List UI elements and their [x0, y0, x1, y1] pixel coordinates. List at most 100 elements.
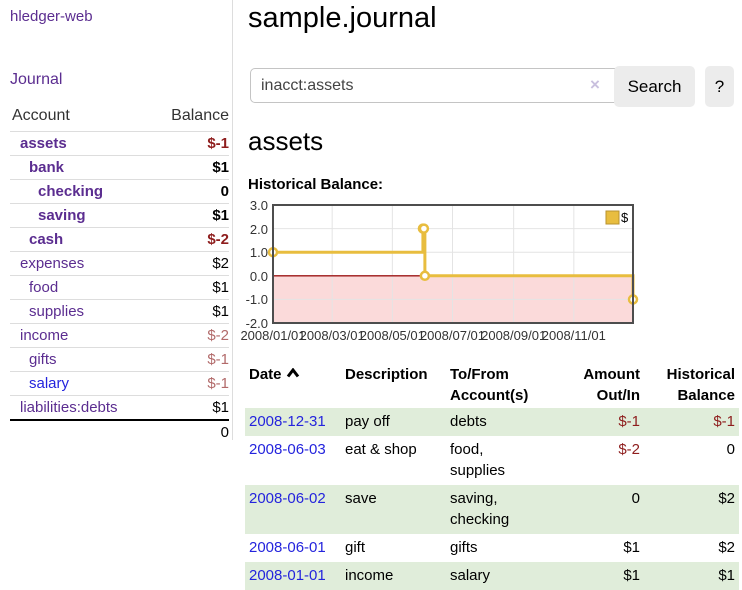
transaction-amount: $-1 [618, 413, 640, 430]
account-balance: $1 [212, 207, 229, 224]
accounts-total-value: 0 [220, 424, 229, 441]
account-link[interactable]: income [20, 327, 69, 344]
account-balance: $-1 [207, 351, 229, 368]
account-row: supplies $1 [10, 299, 229, 324]
register-header-cell: Historical Balance [666, 366, 735, 404]
transaction-accounts: food, supplies [450, 441, 506, 479]
transaction-date-link[interactable]: 2008-12-31 [249, 413, 326, 430]
account-link[interactable]: salary [29, 375, 70, 392]
account-row: saving $1 [10, 203, 229, 228]
account-row: liabilities:debts $1 [10, 395, 229, 421]
transaction-description: save [345, 490, 377, 507]
transaction-date-link[interactable]: 2008-06-02 [249, 490, 326, 507]
account-balance: $1 [212, 303, 229, 320]
account-heading: assets [248, 126, 324, 156]
accounts-total-row: 0 [10, 420, 229, 444]
account-link[interactable]: liabilities:debts [20, 399, 118, 416]
x-axis-label: 2008/07/01 [419, 328, 486, 343]
sidebar-nav: Journal [10, 71, 62, 89]
account-link[interactable]: saving [38, 207, 86, 224]
register-table: Date Description To/From Account(s) Amount Ou… [245, 362, 739, 590]
account-link[interactable]: supplies [29, 303, 85, 320]
sort-asc-icon [286, 368, 299, 378]
transaction-accounts: saving, checking [450, 490, 510, 528]
transaction-accounts: debts [450, 413, 487, 430]
y-axis-label: -1.0 [245, 292, 268, 308]
transaction-accounts: salary [450, 567, 491, 584]
account-link[interactable]: assets [20, 135, 67, 152]
y-axis-label: 0.0 [249, 268, 268, 284]
account-row: assets $-1 [10, 131, 229, 156]
y-axis-label: 3.0 [249, 198, 268, 213]
transaction-description: pay off [345, 413, 390, 430]
register-header-row: Date Description To/From Account(s) Amount Ou… [245, 362, 739, 408]
table-row: 2008-06-01 gift gifts $1 $2 [245, 534, 739, 562]
account-link[interactable]: checking [38, 183, 104, 200]
transaction-balance: $-1 [713, 413, 735, 430]
table-row: 2008-06-03 eat & shop food, supplies $-2 0 [245, 436, 739, 485]
transaction-amount: $-2 [618, 441, 640, 458]
search-button[interactable]: Search [614, 66, 695, 107]
account-link[interactable]: bank [29, 159, 65, 176]
app-title-link[interactable]: hledger-web [10, 8, 93, 25]
account-balance: $2 [212, 255, 229, 272]
transaction-description: gift [345, 539, 366, 556]
accounts-header-balance: Balance [171, 107, 229, 124]
transaction-balance: $2 [718, 490, 735, 507]
x-axis-label: 2008/03/01 [299, 328, 365, 343]
account-balance: $-2 [207, 231, 229, 248]
account-row: gifts $-1 [10, 347, 229, 372]
accounts-header-account: Account [12, 107, 70, 124]
data-point [419, 270, 431, 282]
account-balance: $1 [212, 279, 229, 296]
x-axis-label: 2008/01/01 [240, 328, 306, 343]
table-row: 2008-06-02 save saving, checking 0 $2 [245, 485, 739, 534]
accounts-table: Account Balance assets $-1 bank $1 checking 0… [10, 103, 229, 444]
account-link[interactable]: gifts [29, 351, 57, 368]
register-header-cell: To/From Account(s) [450, 366, 529, 404]
sidebar-item-journal[interactable]: Journal [10, 71, 63, 88]
account-row: checking 0 [10, 179, 229, 204]
transaction-description: income [345, 567, 394, 584]
account-row: cash $-2 [10, 227, 229, 252]
x-axis-label: 2008/11/01 [541, 328, 606, 343]
account-row: income $-2 [10, 323, 229, 348]
y-axis-label: 1.0 [249, 245, 268, 261]
x-axis-label: 2008/09/01 [481, 328, 547, 343]
help-button[interactable]: ? [705, 66, 734, 107]
table-row: 2008-12-31 pay off debts $-1 $-1 [245, 408, 739, 436]
chart-title: Historical Balance: [248, 176, 384, 193]
transaction-date-link[interactable]: 2008-01-01 [249, 567, 326, 584]
app-title: hledger-web [10, 8, 93, 25]
register-header-cell: Amount Out/In [583, 366, 640, 404]
transaction-balance: 0 [726, 441, 735, 458]
y-axis-label: 2.0 [249, 221, 268, 237]
x-axis-label: 2008/05/01 [359, 328, 425, 343]
chart-plot[interactable]: $ [240, 200, 700, 348]
transaction-date-link[interactable]: 2008-06-03 [249, 441, 326, 458]
search-input[interactable] [250, 68, 632, 103]
account-balance: $-2 [207, 327, 229, 344]
transaction-description: eat & shop [345, 441, 417, 458]
clear-search-icon[interactable]: × [590, 75, 600, 94]
account-balance: $1 [212, 159, 229, 176]
account-row: bank $1 [10, 155, 229, 180]
legend-label: $ [621, 210, 629, 225]
account-link[interactable]: cash [29, 231, 64, 248]
account-row: food $1 [10, 275, 229, 300]
table-row: 2008-01-01 income salary $1 $1 [245, 562, 739, 590]
page-title: sample.journal [248, 2, 437, 34]
register-header-cell[interactable]: Date [245, 362, 341, 408]
sidebar: hledger-web Journal Account Balance asse… [0, 0, 233, 441]
transaction-accounts: gifts [450, 539, 478, 556]
account-balance: 0 [220, 183, 229, 200]
accounts-header-row: Account Balance [10, 103, 229, 132]
transaction-balance: $1 [718, 567, 735, 584]
transaction-amount: $1 [623, 567, 640, 584]
account-link[interactable]: expenses [20, 255, 85, 272]
transaction-date-link[interactable]: 2008-06-01 [249, 539, 326, 556]
account-link[interactable]: food [29, 279, 59, 296]
plot-border [272, 204, 634, 324]
historical-balance-chart[interactable]: $ 3.0 2.0 1.0 0.0 -1.0 -2.0 2008/01/01 2008/03/… [240, 198, 700, 348]
account-balance: $1 [212, 399, 229, 416]
